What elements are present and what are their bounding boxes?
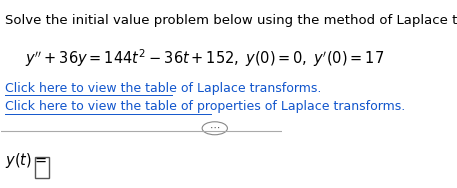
- Text: Click here to view the table of Laplace transforms.: Click here to view the table of Laplace …: [5, 82, 321, 95]
- Text: Click here to view the table of properties of Laplace transforms.: Click here to view the table of properti…: [5, 100, 405, 114]
- Text: ⋯: ⋯: [210, 123, 220, 133]
- FancyBboxPatch shape: [35, 157, 49, 178]
- Text: Solve the initial value problem below using the method of Laplace transforms.: Solve the initial value problem below us…: [5, 14, 457, 27]
- Text: $y(t) =$: $y(t) =$: [5, 151, 47, 170]
- Text: $y'' + 36y = 144t^{2} - 36t + 152, \; y(0) = 0, \; y'(0) = 17$: $y'' + 36y = 144t^{2} - 36t + 152, \; y(…: [25, 48, 384, 69]
